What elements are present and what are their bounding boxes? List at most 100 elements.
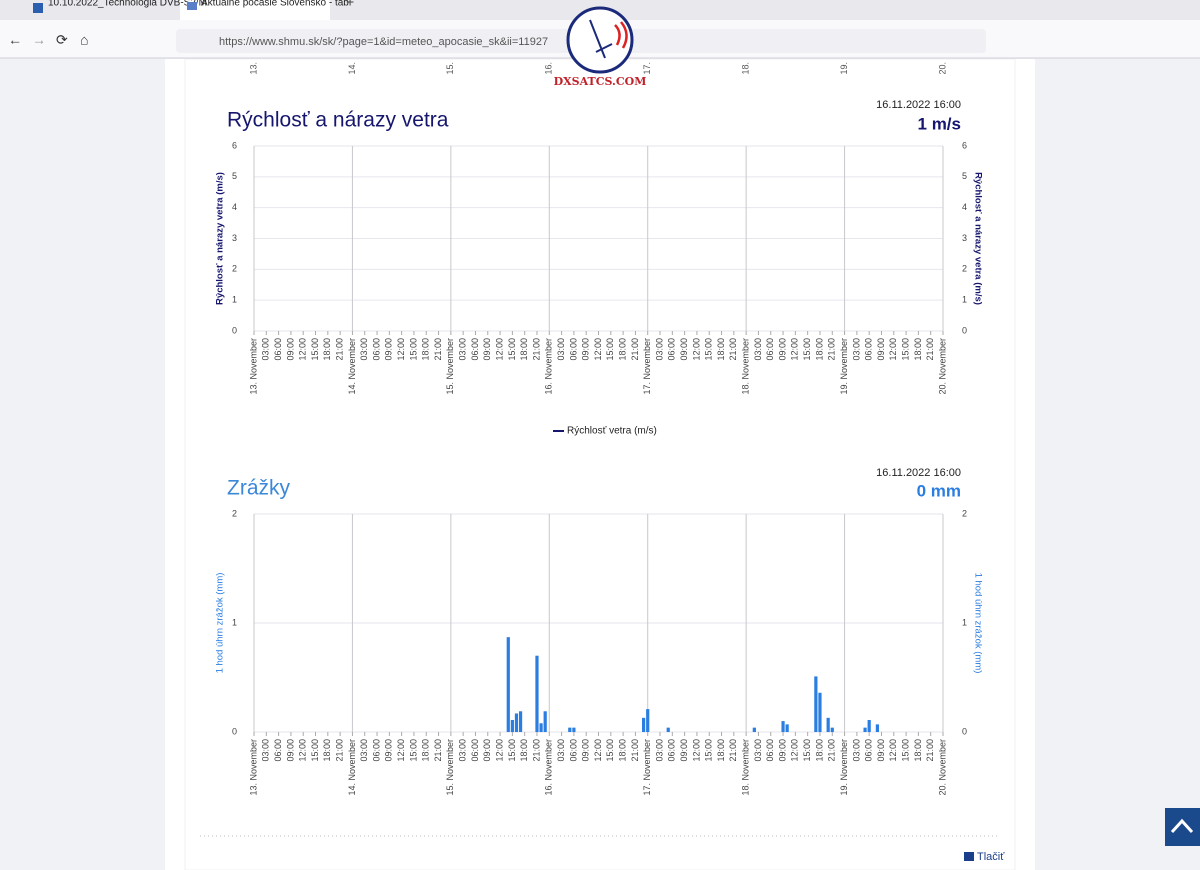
chart-title: Rýchlosť a nárazy vetra [227, 109, 449, 132]
x-tick-label: 12:00 [691, 338, 701, 361]
bar [785, 724, 789, 732]
x-tick-label: 16. November [544, 338, 554, 395]
active-tab[interactable] [180, 0, 330, 20]
x-tick-label: 15:00 [605, 338, 615, 361]
x-tick-label: 15:00 [900, 338, 910, 361]
x-tick-label: 12:00 [691, 739, 701, 762]
x-tick-label: 06:00 [765, 338, 775, 361]
x-tick-label: 13. November [248, 739, 258, 796]
current-value: 1 m/s [918, 114, 961, 133]
x-tick-label: 18:00 [617, 338, 627, 361]
x-tick-label: 21:00 [827, 338, 837, 361]
top-strip-label: 16. [544, 62, 554, 75]
x-tick-label: 21:00 [531, 739, 541, 762]
x-tick-label: 09:00 [482, 338, 492, 361]
watermark: DXSATCS.COM [554, 75, 647, 88]
x-tick-label: 09:00 [876, 338, 886, 361]
print-icon [964, 852, 974, 861]
x-tick-label: 06:00 [568, 338, 578, 361]
x-tick-label: 21:00 [925, 338, 935, 361]
x-tick-label: 18:00 [519, 338, 529, 361]
x-tick-label: 18:00 [617, 739, 627, 762]
print-button[interactable]: Tlačiť [977, 851, 1005, 863]
back-button[interactable]: ← [8, 32, 22, 48]
x-tick-label: 18:00 [421, 739, 431, 762]
x-tick-label: 12:00 [790, 739, 800, 762]
x-tick-label: 14. November [347, 338, 357, 395]
x-tick-label: 13. November [248, 338, 258, 395]
x-tick-label: 12:00 [593, 338, 603, 361]
x-tick-label: 15:00 [408, 739, 418, 762]
x-tick-label: 15:00 [605, 739, 615, 762]
x-tick-label: 09:00 [285, 739, 295, 762]
x-tick-label: 21:00 [335, 338, 345, 361]
timestamp: 16.11.2022 16:00 [876, 467, 961, 479]
tab-title[interactable]: 10.10.2022_Technológia DVB-S2/M [48, 0, 207, 9]
y-tick-label: 1 [232, 617, 237, 627]
top-strip-label: 20. [937, 62, 947, 75]
y2-tick-label: 0 [962, 726, 967, 736]
x-tick-label: 21:00 [827, 739, 837, 762]
x-tick-label: 03:00 [851, 739, 861, 762]
home-button[interactable]: ⌂ [80, 32, 88, 48]
scroll-top-icon [1170, 818, 1194, 834]
x-tick-label: 18:00 [519, 739, 529, 762]
x-tick-label: 12:00 [593, 739, 603, 762]
x-tick-label: 03:00 [753, 338, 763, 361]
x-tick-label: 03:00 [261, 739, 271, 762]
x-tick-label: 15:00 [704, 338, 714, 361]
tab-icon [33, 3, 43, 13]
top-strip-label: 19. [839, 62, 849, 75]
x-tick-label: 06:00 [568, 739, 578, 762]
legend-label: Rýchlosť vetra (m/s) [567, 426, 657, 437]
x-tick-label: 09:00 [384, 338, 394, 361]
x-tick-label: 09:00 [777, 338, 787, 361]
bar [506, 637, 510, 732]
x-tick-label: 06:00 [667, 739, 677, 762]
y2-tick-label: 0 [962, 325, 967, 335]
x-tick-label: 20. November [937, 739, 947, 796]
top-strip-label: 13. [248, 62, 258, 75]
x-tick-label: 15:00 [900, 739, 910, 762]
x-tick-label: 06:00 [667, 338, 677, 361]
current-value: 0 mm [917, 481, 961, 500]
y2-tick-label: 2 [962, 508, 967, 518]
x-tick-label: 06:00 [371, 739, 381, 762]
x-tick-label: 21:00 [630, 338, 640, 361]
x-tick-label: 18:00 [322, 338, 332, 361]
bar [518, 711, 523, 732]
x-tick-label: 15. November [445, 338, 455, 395]
x-tick-label: 18:00 [322, 739, 332, 762]
x-tick-label: 06:00 [864, 338, 874, 361]
url[interactable]: https://www.shmu.sk/sk/?page=1&id=meteo_… [219, 36, 548, 48]
x-tick-label: 21:00 [728, 739, 738, 762]
reload-button[interactable]: ⟳ [56, 32, 68, 48]
y-axis-title: Rýchlosť a nárazy vetra (m/s) [215, 172, 226, 305]
x-tick-label: 06:00 [470, 739, 480, 762]
bar [646, 709, 650, 732]
timestamp: 16.11.2022 16:00 [876, 99, 961, 111]
tab-title[interactable]: Aktuálne počasie Slovensko - tab [201, 0, 349, 9]
x-tick-label: 03:00 [359, 739, 369, 762]
x-tick-label: 03:00 [556, 739, 566, 762]
chart-title: Zrážky [227, 477, 291, 500]
bar [781, 721, 785, 732]
x-tick-label: 18:00 [421, 338, 431, 361]
x-tick-label: 03:00 [753, 739, 763, 762]
x-tick-label: 18. November [741, 739, 751, 796]
bar [539, 723, 543, 732]
forward-button[interactable]: → [32, 32, 46, 48]
x-tick-label: 19. November [839, 338, 849, 395]
y-tick-label: 2 [232, 264, 237, 274]
new-tab[interactable]: + [346, 0, 354, 10]
y-tick-label: 0 [232, 325, 237, 335]
x-tick-label: 15:00 [310, 739, 320, 762]
x-tick-label: 09:00 [581, 739, 591, 762]
x-tick-label: 18. November [741, 338, 751, 395]
bar [818, 692, 822, 732]
top-strip-label: 18. [741, 62, 751, 75]
x-tick-label: 21:00 [728, 338, 738, 361]
x-tick-label: 15:00 [507, 338, 517, 361]
scroll-top-button[interactable] [1165, 808, 1200, 846]
